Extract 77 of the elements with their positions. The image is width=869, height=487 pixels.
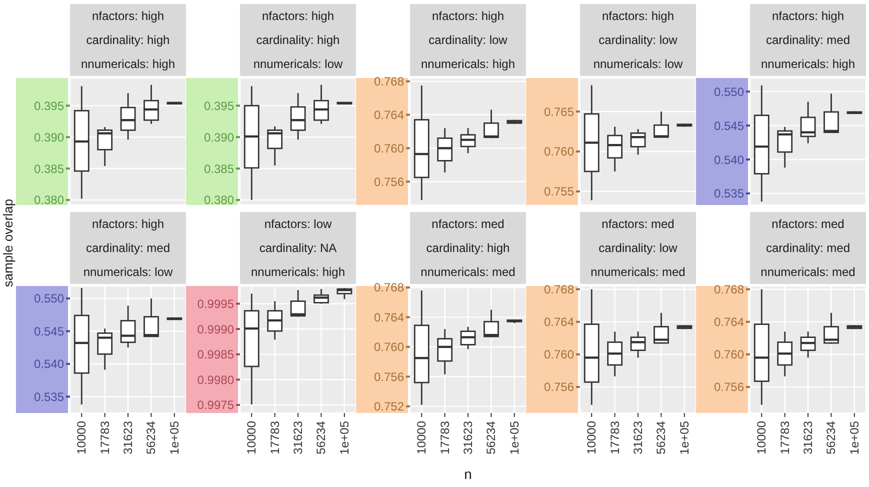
y-tick-label: 0.385 (204, 162, 234, 176)
x-tick-label: 56234 (144, 420, 158, 454)
y-axis-title: sample overlap (0, 198, 16, 288)
y-tick-label: 0.760 (374, 141, 404, 156)
y-tick-label: 0.380 (204, 193, 234, 208)
chart-title: nfactors: high cardinality: high nnumericals: low (252, 9, 344, 71)
y-tick-label: 0.768 (544, 282, 574, 297)
y-tick-label: 0.760 (544, 144, 574, 159)
y-tick-label: 0.756 (374, 174, 404, 189)
y-tick-label: 0.545 (34, 324, 64, 338)
x-tick-label: 31623 (801, 420, 815, 454)
x-tick-label: 17783 (268, 420, 282, 454)
y-tick-label: 0.9975 (197, 398, 234, 412)
x-tick-label: 56234 (654, 420, 668, 454)
y-tick-label: 0.540 (34, 357, 64, 372)
x-tick-label: 31623 (121, 420, 135, 454)
y-tick-label: 0.752 (374, 400, 404, 414)
x-tick-label: 1e+05 (337, 420, 352, 455)
x-tick-label: 1e+05 (677, 420, 692, 455)
y-tick-label: 0.385 (34, 162, 64, 176)
chart-title: nfactors: high cardinality: high nnumericals: high (80, 9, 176, 71)
x-tick-label: 1e+05 (167, 420, 182, 455)
y-tick-label: 0.380 (34, 193, 64, 208)
y-tick-label: 0.9995 (197, 296, 234, 311)
chart-title: nfactors: high cardinality: med nnumericals: low (82, 217, 174, 279)
x-tick-label: 10000 (74, 420, 89, 454)
x-tick-label: 1e+05 (847, 420, 862, 455)
x-tick-label: 17783 (98, 420, 112, 454)
chart-title: nfactors: high cardinality: low nnumericals: high (420, 9, 516, 71)
y-tick-label: 0.764 (374, 310, 404, 324)
y-tick-label: 0.764 (714, 315, 744, 330)
y-tick-label: 0.550 (34, 292, 64, 306)
y-tick-label: 0.756 (374, 370, 404, 384)
chart-title: nfactors: high cardinality: med nnumericals: high (760, 9, 856, 71)
x-tick-label: 10000 (754, 420, 769, 454)
chart-title: nfactors: high cardinality: low nnumericals: low (592, 9, 684, 71)
chart-title: nfactors: low cardinality: NA nnumericals: high (250, 217, 346, 279)
y-tick-label: 0.395 (204, 98, 234, 113)
x-tick-label: 56234 (824, 420, 838, 454)
x-tick-label: 31623 (291, 420, 305, 454)
x-tick-label: 31623 (461, 420, 475, 454)
y-tick-label: 0.765 (544, 104, 574, 119)
y-tick-label: 0.764 (374, 108, 404, 122)
y-tick-label: 0.390 (204, 130, 234, 144)
chart-title: nfactors: med cardinality: low nnumericals: med (590, 217, 686, 279)
x-axis-title: n (464, 466, 472, 482)
y-tick-label: 0.535 (714, 186, 744, 201)
y-tick-label: 0.9985 (197, 348, 234, 362)
y-tick-label: 0.755 (544, 184, 574, 199)
y-tick-label: 0.390 (34, 130, 64, 144)
x-tick-label: 56234 (484, 420, 498, 454)
y-tick-label: 0.9990 (197, 322, 234, 336)
y-tick-label: 0.760 (714, 348, 744, 362)
x-tick-label: 17783 (438, 420, 452, 454)
y-tick-label: 0.760 (544, 348, 574, 362)
x-tick-label: 56234 (314, 420, 328, 454)
x-tick-label: 17783 (778, 420, 792, 454)
y-tick-label: 0.768 (714, 282, 744, 297)
x-tick-label: 17783 (608, 420, 622, 454)
y-tick-label: 0.756 (714, 380, 744, 394)
chart-title: nfactors: med cardinality: med nnumericals: med (760, 217, 856, 279)
y-tick-label: 0.756 (544, 380, 574, 394)
y-tick-label: 0.540 (714, 152, 744, 167)
y-tick-label: 0.768 (374, 74, 404, 89)
y-tick-label: 0.9980 (197, 372, 234, 387)
y-tick-label: 0.550 (714, 84, 744, 99)
y-tick-label: 0.535 (34, 390, 64, 404)
y-tick-label: 0.545 (714, 118, 744, 133)
chart-title: nfactors: med cardinality: high nnumericals: med (420, 217, 516, 279)
x-tick-label: 10000 (414, 420, 429, 454)
x-tick-label: 1e+05 (507, 420, 522, 455)
y-tick-label: 0.764 (544, 315, 574, 330)
y-tick-label: 0.760 (374, 340, 404, 354)
y-tick-label: 0.395 (34, 98, 64, 113)
x-tick-label: 10000 (584, 420, 599, 454)
x-tick-label: 10000 (244, 420, 259, 454)
x-tick-label: 31623 (631, 420, 645, 454)
